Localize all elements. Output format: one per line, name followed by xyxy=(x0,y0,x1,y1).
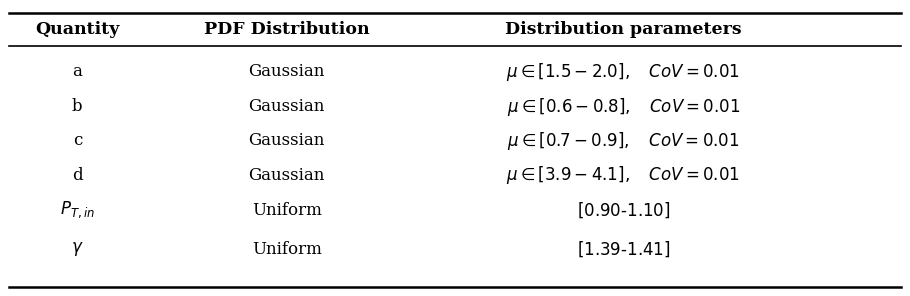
Text: b: b xyxy=(72,98,83,115)
Text: c: c xyxy=(73,132,82,149)
Text: Gaussian: Gaussian xyxy=(248,98,325,115)
Text: Uniform: Uniform xyxy=(252,241,321,258)
Text: Gaussian: Gaussian xyxy=(248,63,325,80)
Text: Distribution parameters: Distribution parameters xyxy=(505,21,742,38)
Text: Gaussian: Gaussian xyxy=(248,167,325,184)
Text: Gaussian: Gaussian xyxy=(248,132,325,149)
Text: Quantity: Quantity xyxy=(35,21,119,38)
Text: $\mu \in [0.6 - 0.8],\quad CoV = 0.01$: $\mu \in [0.6 - 0.8],\quad CoV = 0.01$ xyxy=(507,96,740,118)
Text: Uniform: Uniform xyxy=(252,202,321,219)
Text: $P_{T,in}$: $P_{T,in}$ xyxy=(60,200,95,221)
Text: $\mu \in [0.7 - 0.9],\quad CoV = 0.01$: $\mu \in [0.7 - 0.9],\quad CoV = 0.01$ xyxy=(507,130,740,152)
Text: $\mu \in [3.9 - 4.1],\quad CoV = 0.01$: $\mu \in [3.9 - 4.1],\quad CoV = 0.01$ xyxy=(507,164,740,186)
Text: d: d xyxy=(72,167,83,184)
Text: a: a xyxy=(73,63,82,80)
Text: $[1.39\text{-}1.41]$: $[1.39\text{-}1.41]$ xyxy=(577,239,670,259)
Text: $\gamma$: $\gamma$ xyxy=(71,240,84,258)
Text: PDF Distribution: PDF Distribution xyxy=(204,21,369,38)
Text: $[0.90\text{-}1.10]$: $[0.90\text{-}1.10]$ xyxy=(577,200,670,220)
Text: $\mu \in [1.5 - 2.0],\quad CoV = 0.01$: $\mu \in [1.5 - 2.0],\quad CoV = 0.01$ xyxy=(507,61,740,83)
